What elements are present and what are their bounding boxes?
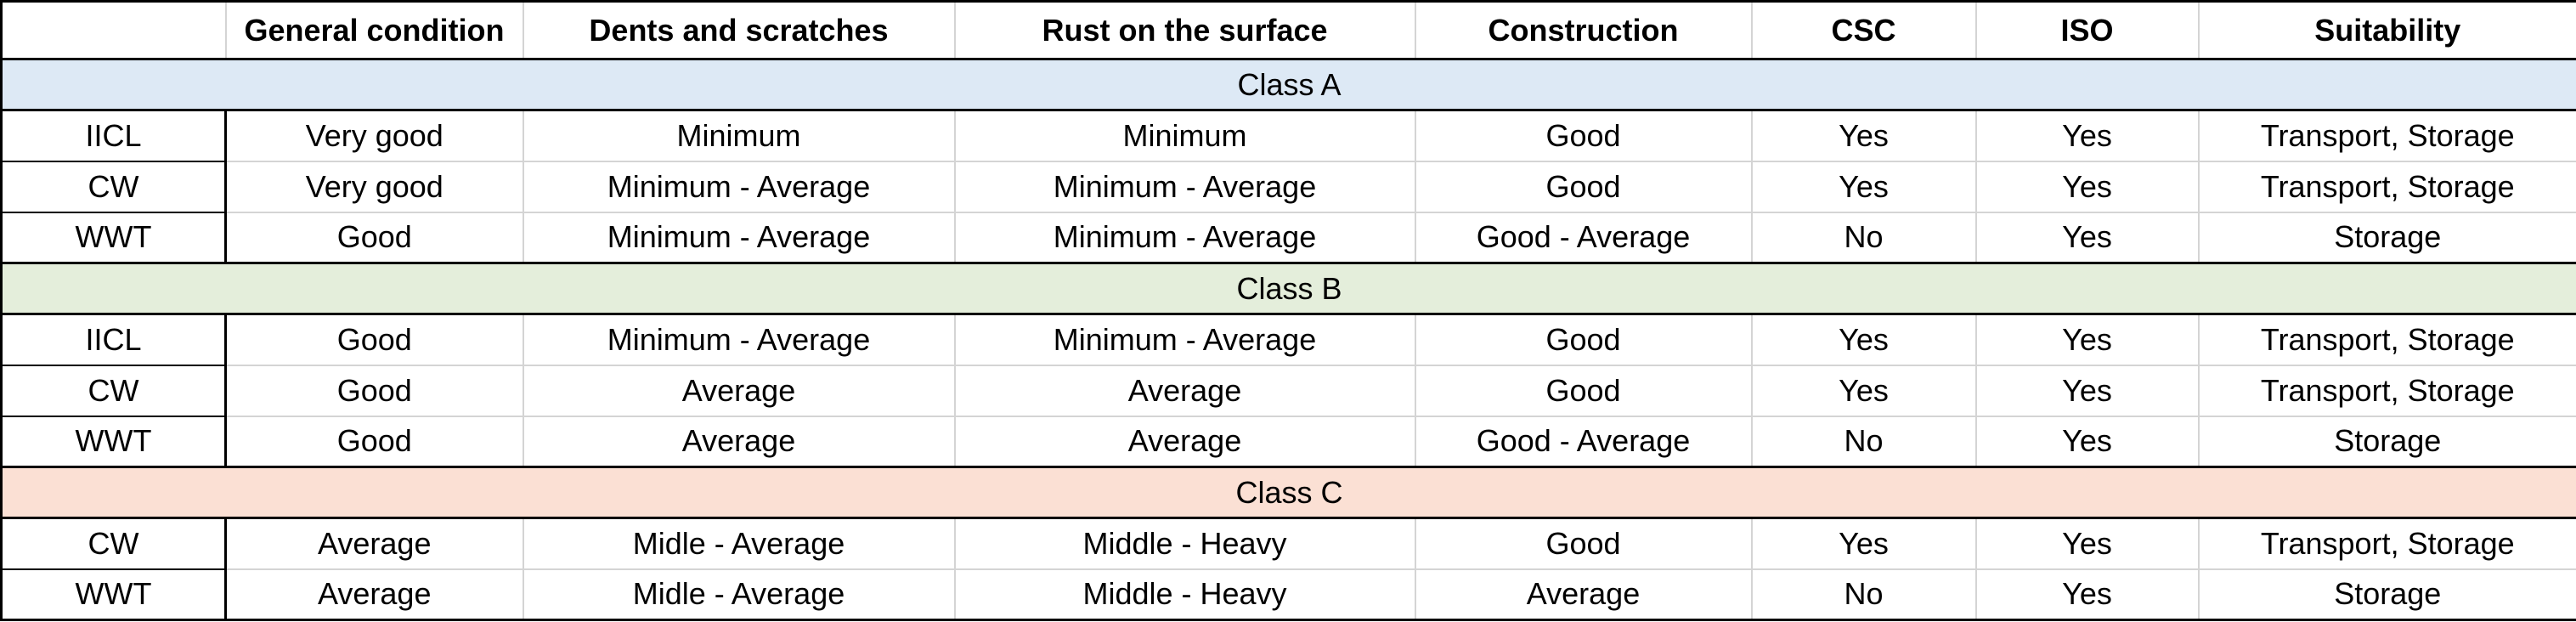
cell-suitability: Storage [2197,415,2576,468]
cell-dents-and-scratches: Average [522,364,956,417]
table-row: CW Average Midle - Average Middle - Heav… [0,517,2576,570]
cell-dents-and-scratches: Minimum - Average [522,211,956,264]
class-b-band: Class B [0,262,2576,315]
header-construction: Construction [1414,0,1753,60]
cell-dents-and-scratches: Minimum - Average [522,160,956,213]
table-row: WWT Good Minimum - Average Minimum - Ave… [0,211,2576,264]
table-row: WWT Average Midle - Average Middle - Hea… [0,568,2576,621]
cell-suitability: Storage [2197,568,2576,621]
cell-suitability: Transport, Storage [2197,517,2576,570]
table-row: IICL Good Minimum - Average Minimum - Av… [0,313,2576,366]
header-general-condition: General condition [224,0,524,60]
row-label: CW [0,364,227,417]
header-dents-and-scratches: Dents and scratches [522,0,956,60]
cell-construction: Good [1414,364,1753,417]
cell-construction: Good [1414,160,1753,213]
header-csc: CSC [1750,0,1977,60]
cell-iso: Yes [1974,109,2200,162]
cell-general-condition: Good [224,415,524,468]
row-label: IICL [0,313,227,366]
cell-suitability: Transport, Storage [2197,313,2576,366]
cell-rust-on-surface: Minimum - Average [953,160,1416,213]
cell-csc: No [1750,568,1977,621]
cell-dents-and-scratches: Minimum - Average [522,313,956,366]
row-label: IICL [0,109,227,162]
cell-iso: Yes [1974,568,2200,621]
header-row: General condition Dents and scratches Ru… [0,0,2576,60]
cell-rust-on-surface: Minimum - Average [953,313,1416,366]
cell-csc: Yes [1750,364,1977,417]
cell-iso: Yes [1974,211,2200,264]
row-label: WWT [0,211,227,264]
cell-iso: Yes [1974,160,2200,213]
cell-general-condition: Very good [224,160,524,213]
cell-csc: Yes [1750,109,1977,162]
cell-construction: Good [1414,109,1753,162]
cell-rust-on-surface: Middle - Heavy [953,517,1416,570]
cell-csc: Yes [1750,517,1977,570]
class-band-row: Class A [0,58,2576,111]
header-iso: ISO [1974,0,2200,60]
cell-general-condition: Good [224,211,524,264]
cell-rust-on-surface: Average [953,415,1416,468]
class-c-band: Class C [0,466,2576,519]
cell-construction: Good - Average [1414,211,1753,264]
cell-dents-and-scratches: Minimum [522,109,956,162]
cell-csc: Yes [1750,160,1977,213]
table-row: WWT Good Average Average Good - Average … [0,415,2576,468]
cell-suitability: Transport, Storage [2197,364,2576,417]
cell-suitability: Transport, Storage [2197,160,2576,213]
cell-dents-and-scratches: Midle - Average [522,517,956,570]
cell-dents-and-scratches: Midle - Average [522,568,956,621]
cell-construction: Good [1414,313,1753,366]
cell-general-condition: Good [224,364,524,417]
header-rust-on-surface: Rust on the surface [953,0,1416,60]
cell-csc: No [1750,415,1977,468]
table-row: IICL Very good Minimum Minimum Good Yes … [0,109,2576,162]
cell-dents-and-scratches: Average [522,415,956,468]
cell-rust-on-surface: Minimum - Average [953,211,1416,264]
class-a-band: Class A [0,58,2576,111]
cell-iso: Yes [1974,517,2200,570]
cell-suitability: Transport, Storage [2197,109,2576,162]
cell-construction: Average [1414,568,1753,621]
cell-general-condition: Very good [224,109,524,162]
header-suitability: Suitability [2197,0,2576,60]
table-row: CW Very good Minimum - Average Minimum -… [0,160,2576,213]
header-corner-cell [0,0,227,60]
class-band-row: Class B [0,262,2576,315]
cell-csc: No [1750,211,1977,264]
cell-construction: Good - Average [1414,415,1753,468]
row-label: CW [0,517,227,570]
cell-rust-on-surface: Middle - Heavy [953,568,1416,621]
cell-iso: Yes [1974,364,2200,417]
cell-iso: Yes [1974,415,2200,468]
cell-general-condition: Good [224,313,524,366]
row-label: WWT [0,568,227,621]
cell-rust-on-surface: Average [953,364,1416,417]
row-label: WWT [0,415,227,468]
cell-general-condition: Average [224,568,524,621]
cell-suitability: Storage [2197,211,2576,264]
table-row: CW Good Average Average Good Yes Yes Tra… [0,364,2576,417]
cell-rust-on-surface: Minimum [953,109,1416,162]
cell-csc: Yes [1750,313,1977,366]
cell-general-condition: Average [224,517,524,570]
row-label: CW [0,160,227,213]
cell-iso: Yes [1974,313,2200,366]
cell-construction: Good [1414,517,1753,570]
class-band-row: Class C [0,466,2576,519]
